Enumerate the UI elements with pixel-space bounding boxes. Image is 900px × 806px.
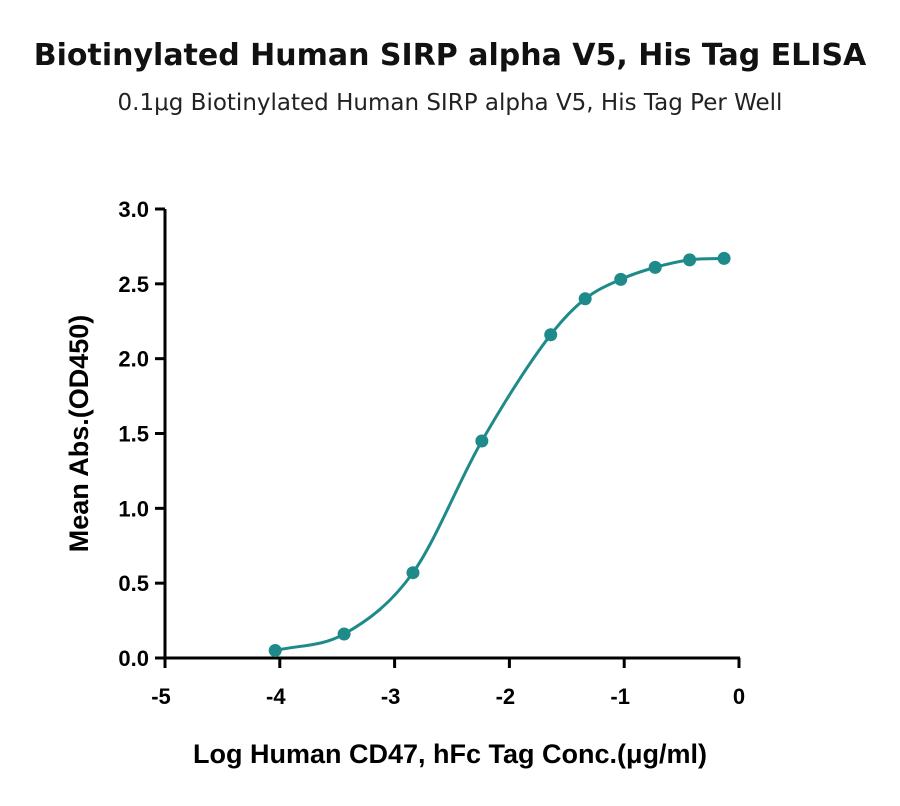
y-tick-label: 1.0: [118, 496, 149, 521]
data-point: [648, 260, 662, 274]
y-tick-label: 0.5: [118, 571, 149, 596]
x-axis-title: Log Human CD47, hFc Tag Conc.(μg/ml): [193, 739, 707, 769]
y-tick-label: 2.5: [118, 272, 149, 297]
x-tick-label: -3: [381, 684, 401, 709]
chart-subtitle: 0.1μg Biotinylated Human SIRP alpha V5, …: [117, 90, 783, 116]
y-tick-label: 2.0: [118, 347, 149, 372]
data-point: [406, 566, 420, 580]
data-point: [268, 644, 282, 658]
data-points: [268, 251, 731, 658]
x-tick-label: 0: [733, 684, 745, 709]
y-tick-label: 3.0: [118, 197, 149, 222]
y-tick-label: 0.0: [118, 646, 149, 671]
y-axis-title: Mean Abs.(OD450): [64, 315, 94, 553]
data-point: [544, 328, 558, 342]
data-point: [475, 434, 489, 448]
axes: -5 -4 -3 -2 -1 0 0.0 0.5 1.0 1.5 2.0 2.5 3.0: [118, 197, 745, 709]
x-tick-label: -1: [610, 684, 630, 709]
x-tick-label: -2: [496, 684, 516, 709]
data-point: [337, 627, 351, 641]
fit-curve: [274, 256, 725, 652]
data-point: [578, 292, 592, 306]
chart-title: Biotinylated Human SIRP alpha V5, His Ta…: [33, 38, 867, 73]
x-tick-label: -4: [266, 684, 286, 709]
data-point: [683, 253, 697, 267]
data-point: [614, 272, 628, 286]
data-point: [717, 251, 731, 265]
x-tick-label: -5: [151, 684, 171, 709]
y-tick-label: 1.5: [118, 422, 149, 447]
